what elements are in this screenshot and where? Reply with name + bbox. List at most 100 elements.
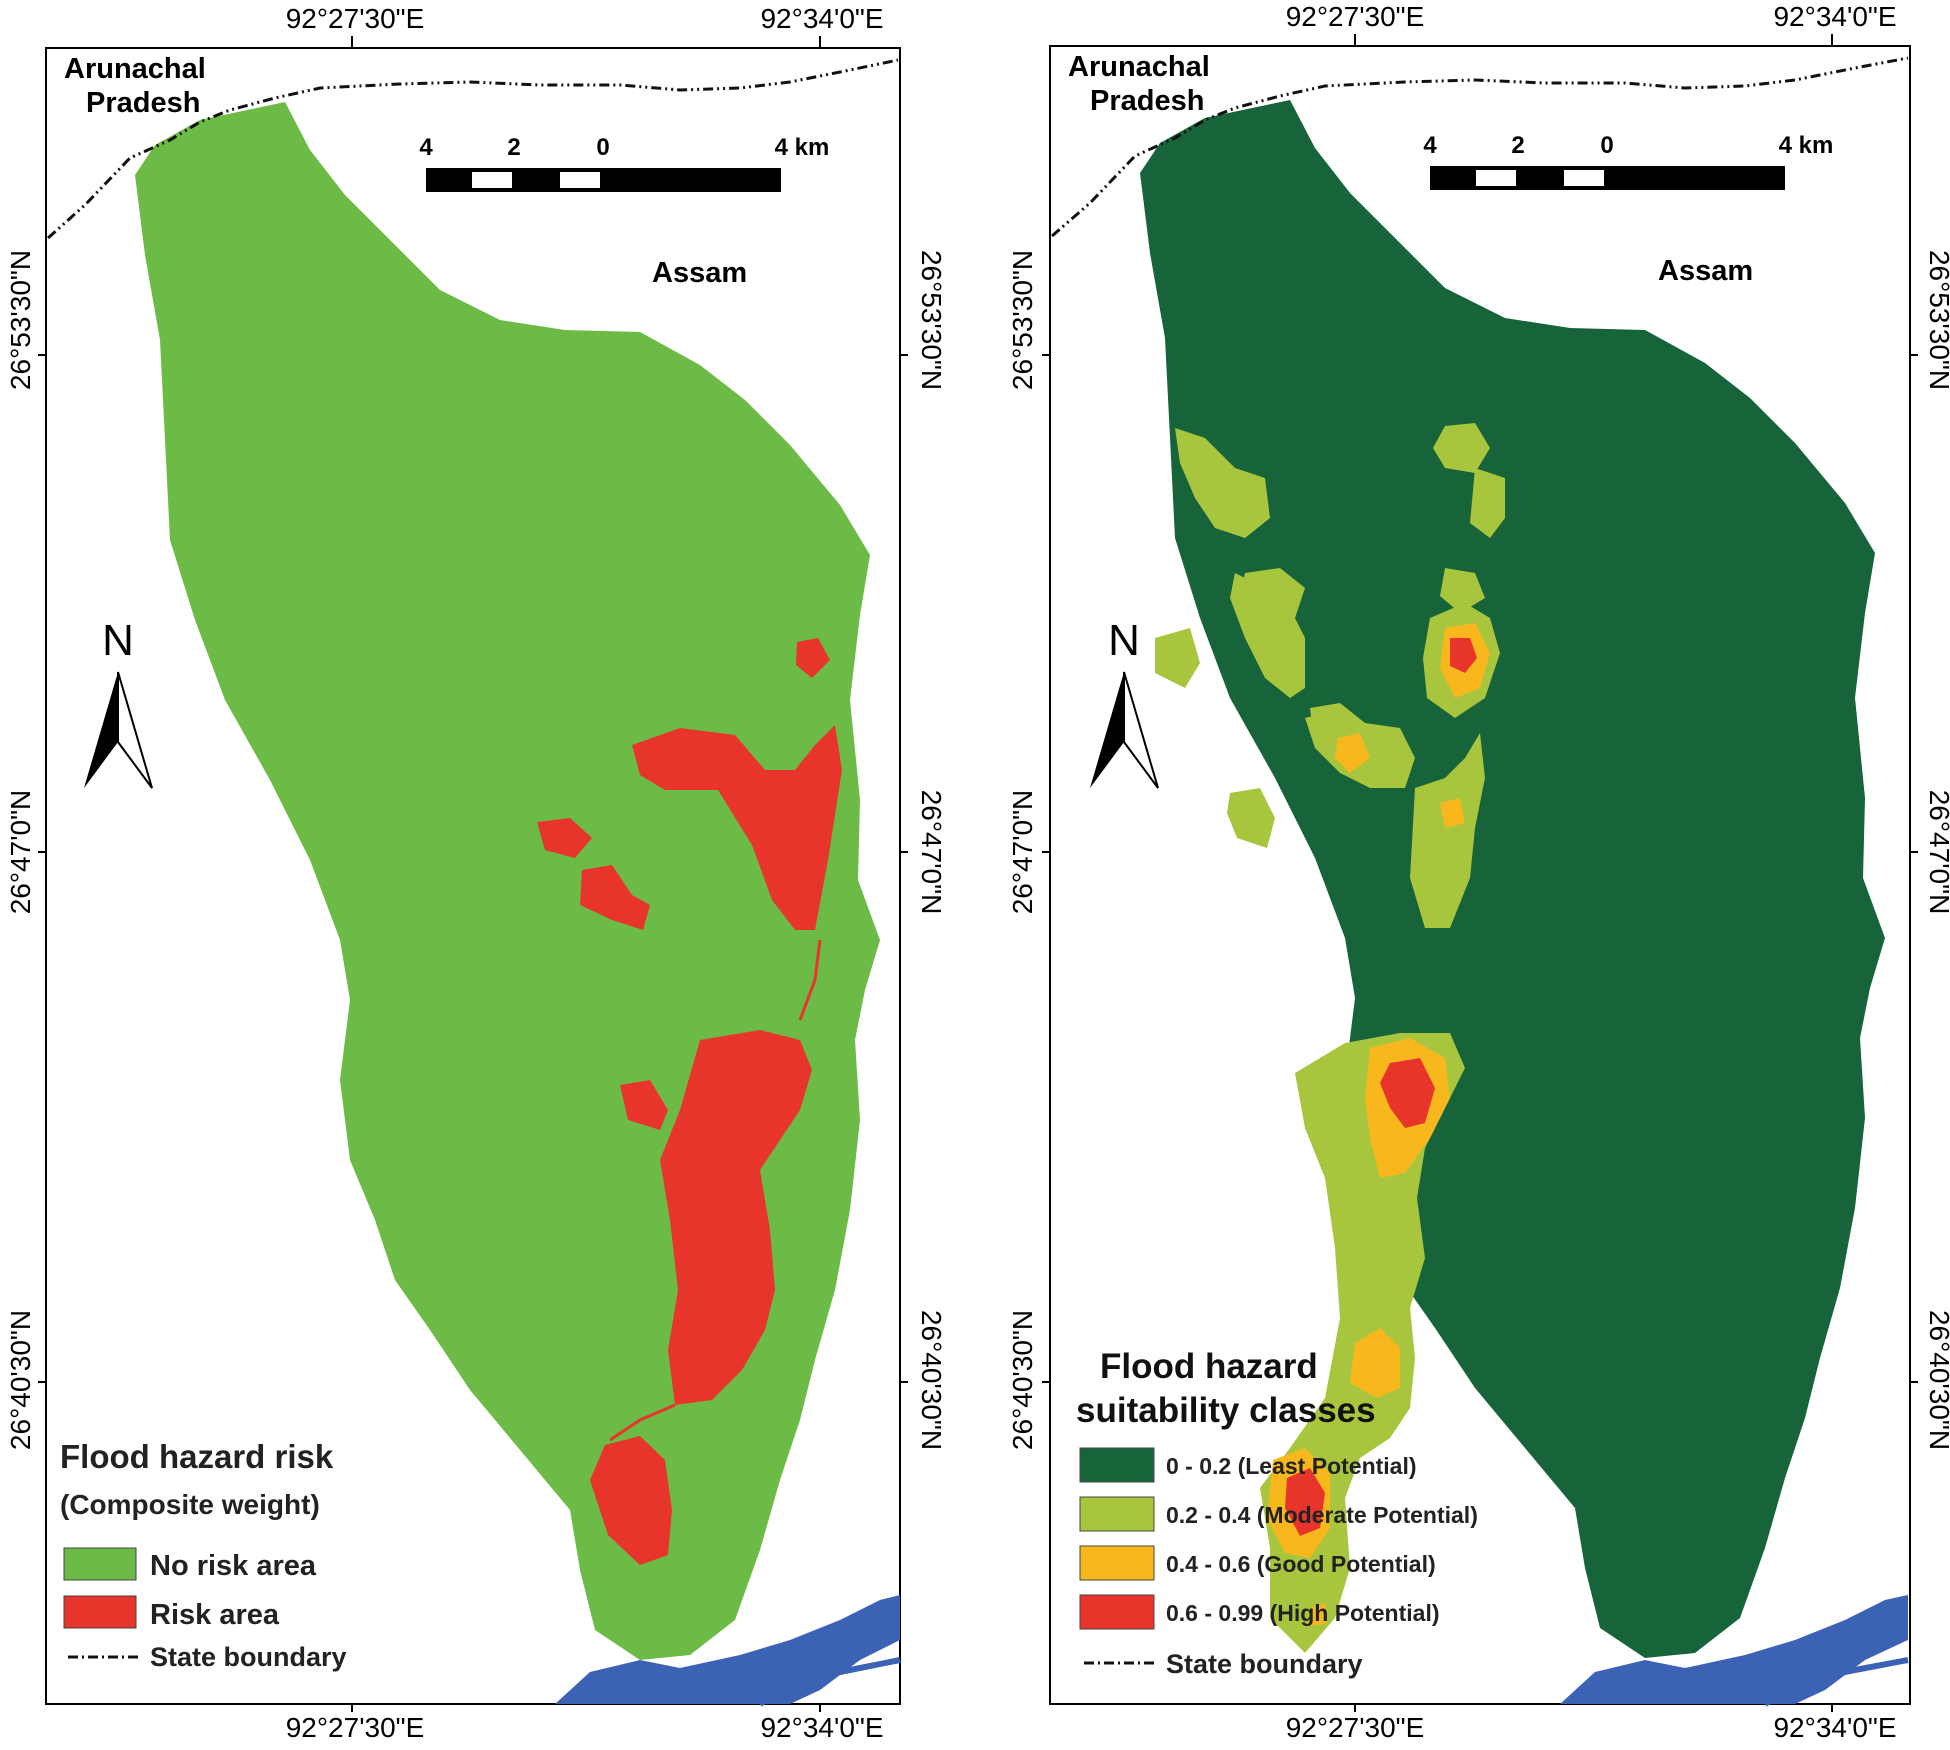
- legend-label-risk: Risk area: [150, 1599, 280, 1631]
- legend-label-high: 0.6 - 0.99 (High Potential): [1166, 1600, 1440, 1626]
- moderate-zone: [1155, 628, 1200, 688]
- legend-label-moderate: 0.2 - 0.4 (Moderate Potential): [1166, 1502, 1478, 1528]
- left-map: [45, 47, 901, 1707]
- lat-label-right: 26°53'30"N: [916, 250, 947, 390]
- moderate-zone: [1175, 428, 1270, 538]
- legend-swatch-least: [1079, 1447, 1155, 1483]
- lat-label-right: 26°40'30"N: [916, 1310, 947, 1450]
- good-zone: [1310, 1603, 1327, 1626]
- risk-patch: [660, 1030, 812, 1405]
- scale-label-2: 2: [1511, 132, 1524, 159]
- assam-label: Assam: [652, 257, 747, 289]
- moderate-zone: [1470, 468, 1505, 538]
- river-channel: [758, 1657, 901, 1707]
- right-river: [1560, 1595, 1909, 1707]
- assam-label: Assam: [1658, 255, 1753, 287]
- legend-title: Flood hazard risk: [60, 1438, 334, 1475]
- scale-bar-segment: [1564, 170, 1604, 186]
- lon-label-bottom: 92°34'0"E: [760, 1712, 883, 1743]
- lon-label-top: 92°34'0"E: [1773, 1, 1896, 32]
- legend-swatch-high: [1079, 1594, 1155, 1630]
- moderate-zone: [1440, 568, 1485, 613]
- scale-label-4: 4: [1423, 132, 1437, 159]
- right-legend: Flood hazard suitability classes 0 - 0.2…: [1076, 1347, 1478, 1679]
- lat-label-left: 26°47'0"N: [5, 790, 36, 915]
- risk-patch: [620, 1080, 668, 1130]
- lat-label-left: 26°53'30"N: [1007, 250, 1038, 390]
- arunachal-label-line1: Arunachal: [64, 53, 206, 85]
- moderate-zone: [1230, 573, 1305, 698]
- left-legend: Flood hazard risk (Composite weight) No …: [60, 1438, 347, 1672]
- legend-subtitle: (Composite weight): [60, 1489, 320, 1520]
- lat-label-left: 26°53'30"N: [5, 250, 36, 390]
- lat-label-left: 26°47'0"N: [1007, 790, 1038, 915]
- river-channel: [1763, 1657, 1909, 1707]
- legend-label-good: 0.4 - 0.6 (Good Potential): [1166, 1551, 1436, 1577]
- place-labels: Arunachal Pradesh Assam Arunachal Prades…: [64, 51, 1753, 289]
- risk-patch: [632, 725, 842, 930]
- high-zone: [1450, 638, 1477, 673]
- lon-label-bottom: 92°27'30"E: [286, 1712, 425, 1743]
- arunachal-label-line1: Arunachal: [1068, 51, 1210, 83]
- scale-label-4km: 4 km: [1779, 132, 1834, 159]
- legend-swatch-good: [1079, 1545, 1155, 1581]
- legend-label-boundary: State boundary: [150, 1642, 347, 1672]
- scale-bar-segment: [1476, 170, 1516, 186]
- north-arrow: N: [84, 616, 153, 789]
- arunachal-label-line2: Pradesh: [1090, 85, 1204, 117]
- legend-swatch-risk: [63, 1595, 137, 1629]
- lat-label-right: 26°40'30"N: [1924, 1310, 1950, 1450]
- left-river: [555, 1595, 901, 1707]
- lon-label-top: 92°27'30"E: [1286, 1, 1425, 32]
- risk-patch: [796, 638, 830, 678]
- north-label: N: [102, 616, 134, 665]
- scale-label-2: 2: [507, 134, 520, 161]
- scale-label-0: 0: [1600, 132, 1613, 159]
- lat-label-left: 26°40'30"N: [5, 1310, 36, 1450]
- scale-label-4: 4: [419, 134, 433, 161]
- north-arrow-icon: [84, 672, 118, 788]
- lon-label-bottom: 92°27'30"E: [1286, 1712, 1425, 1743]
- right-map: [1049, 45, 1911, 1707]
- good-zone: [1440, 798, 1465, 828]
- graticule-ticks: [38, 34, 1918, 1712]
- good-zone: [1335, 733, 1370, 773]
- legend-label-no-risk: No risk area: [150, 1550, 317, 1582]
- legend-title-line1: Flood hazard: [1100, 1347, 1318, 1386]
- state-boundary-line: [47, 58, 899, 240]
- moderate-zone: [1410, 733, 1485, 928]
- scale-label-4km: 4 km: [775, 134, 830, 161]
- scale-bar-segment: [560, 172, 600, 188]
- risk-patch: [590, 1436, 672, 1565]
- lon-label-top: 92°27'30"E: [286, 3, 425, 34]
- arunachal-label-line2: Pradesh: [86, 87, 200, 119]
- legend-swatch-no-risk: [63, 1547, 137, 1581]
- north-arrow: N: [1090, 616, 1159, 789]
- lat-label-left: 26°40'30"N: [1007, 1310, 1038, 1450]
- north-label: N: [1108, 616, 1140, 665]
- right-basin: [1140, 100, 1885, 1658]
- left-risk-zones: [537, 638, 842, 1565]
- coordinate-labels: 92°27'30"E 92°34'0"E 92°27'30"E 92°34'0"…: [5, 1, 1950, 1743]
- good-zone: [1350, 1328, 1400, 1398]
- moderate-zone: [1433, 423, 1490, 473]
- north-arrow-icon: [1090, 672, 1124, 788]
- lon-label-bottom: 92°34'0"E: [1773, 1712, 1896, 1743]
- lat-label-right: 26°47'0"N: [1924, 790, 1950, 915]
- scale-bar-segment: [472, 172, 512, 188]
- risk-patch: [580, 865, 650, 930]
- legend-label-boundary: State boundary: [1166, 1649, 1363, 1679]
- high-zone: [1285, 1468, 1325, 1536]
- legend-label-least: 0 - 0.2 (Least Potential): [1166, 1453, 1417, 1479]
- scale-bar: 4 2 0 4 km: [1423, 132, 1833, 190]
- legend-title-line2: suitability classes: [1076, 1391, 1376, 1430]
- lon-label-top: 92°34'0"E: [760, 3, 883, 34]
- scale-label-0: 0: [596, 134, 609, 161]
- risk-patch: [537, 818, 592, 858]
- lat-label-right: 26°47'0"N: [916, 790, 947, 915]
- moderate-zone: [1227, 788, 1275, 848]
- legend-swatch-moderate: [1079, 1496, 1155, 1532]
- scale-bar: 4 2 0 4 km: [419, 134, 829, 192]
- risk-channel: [609, 939, 822, 1442]
